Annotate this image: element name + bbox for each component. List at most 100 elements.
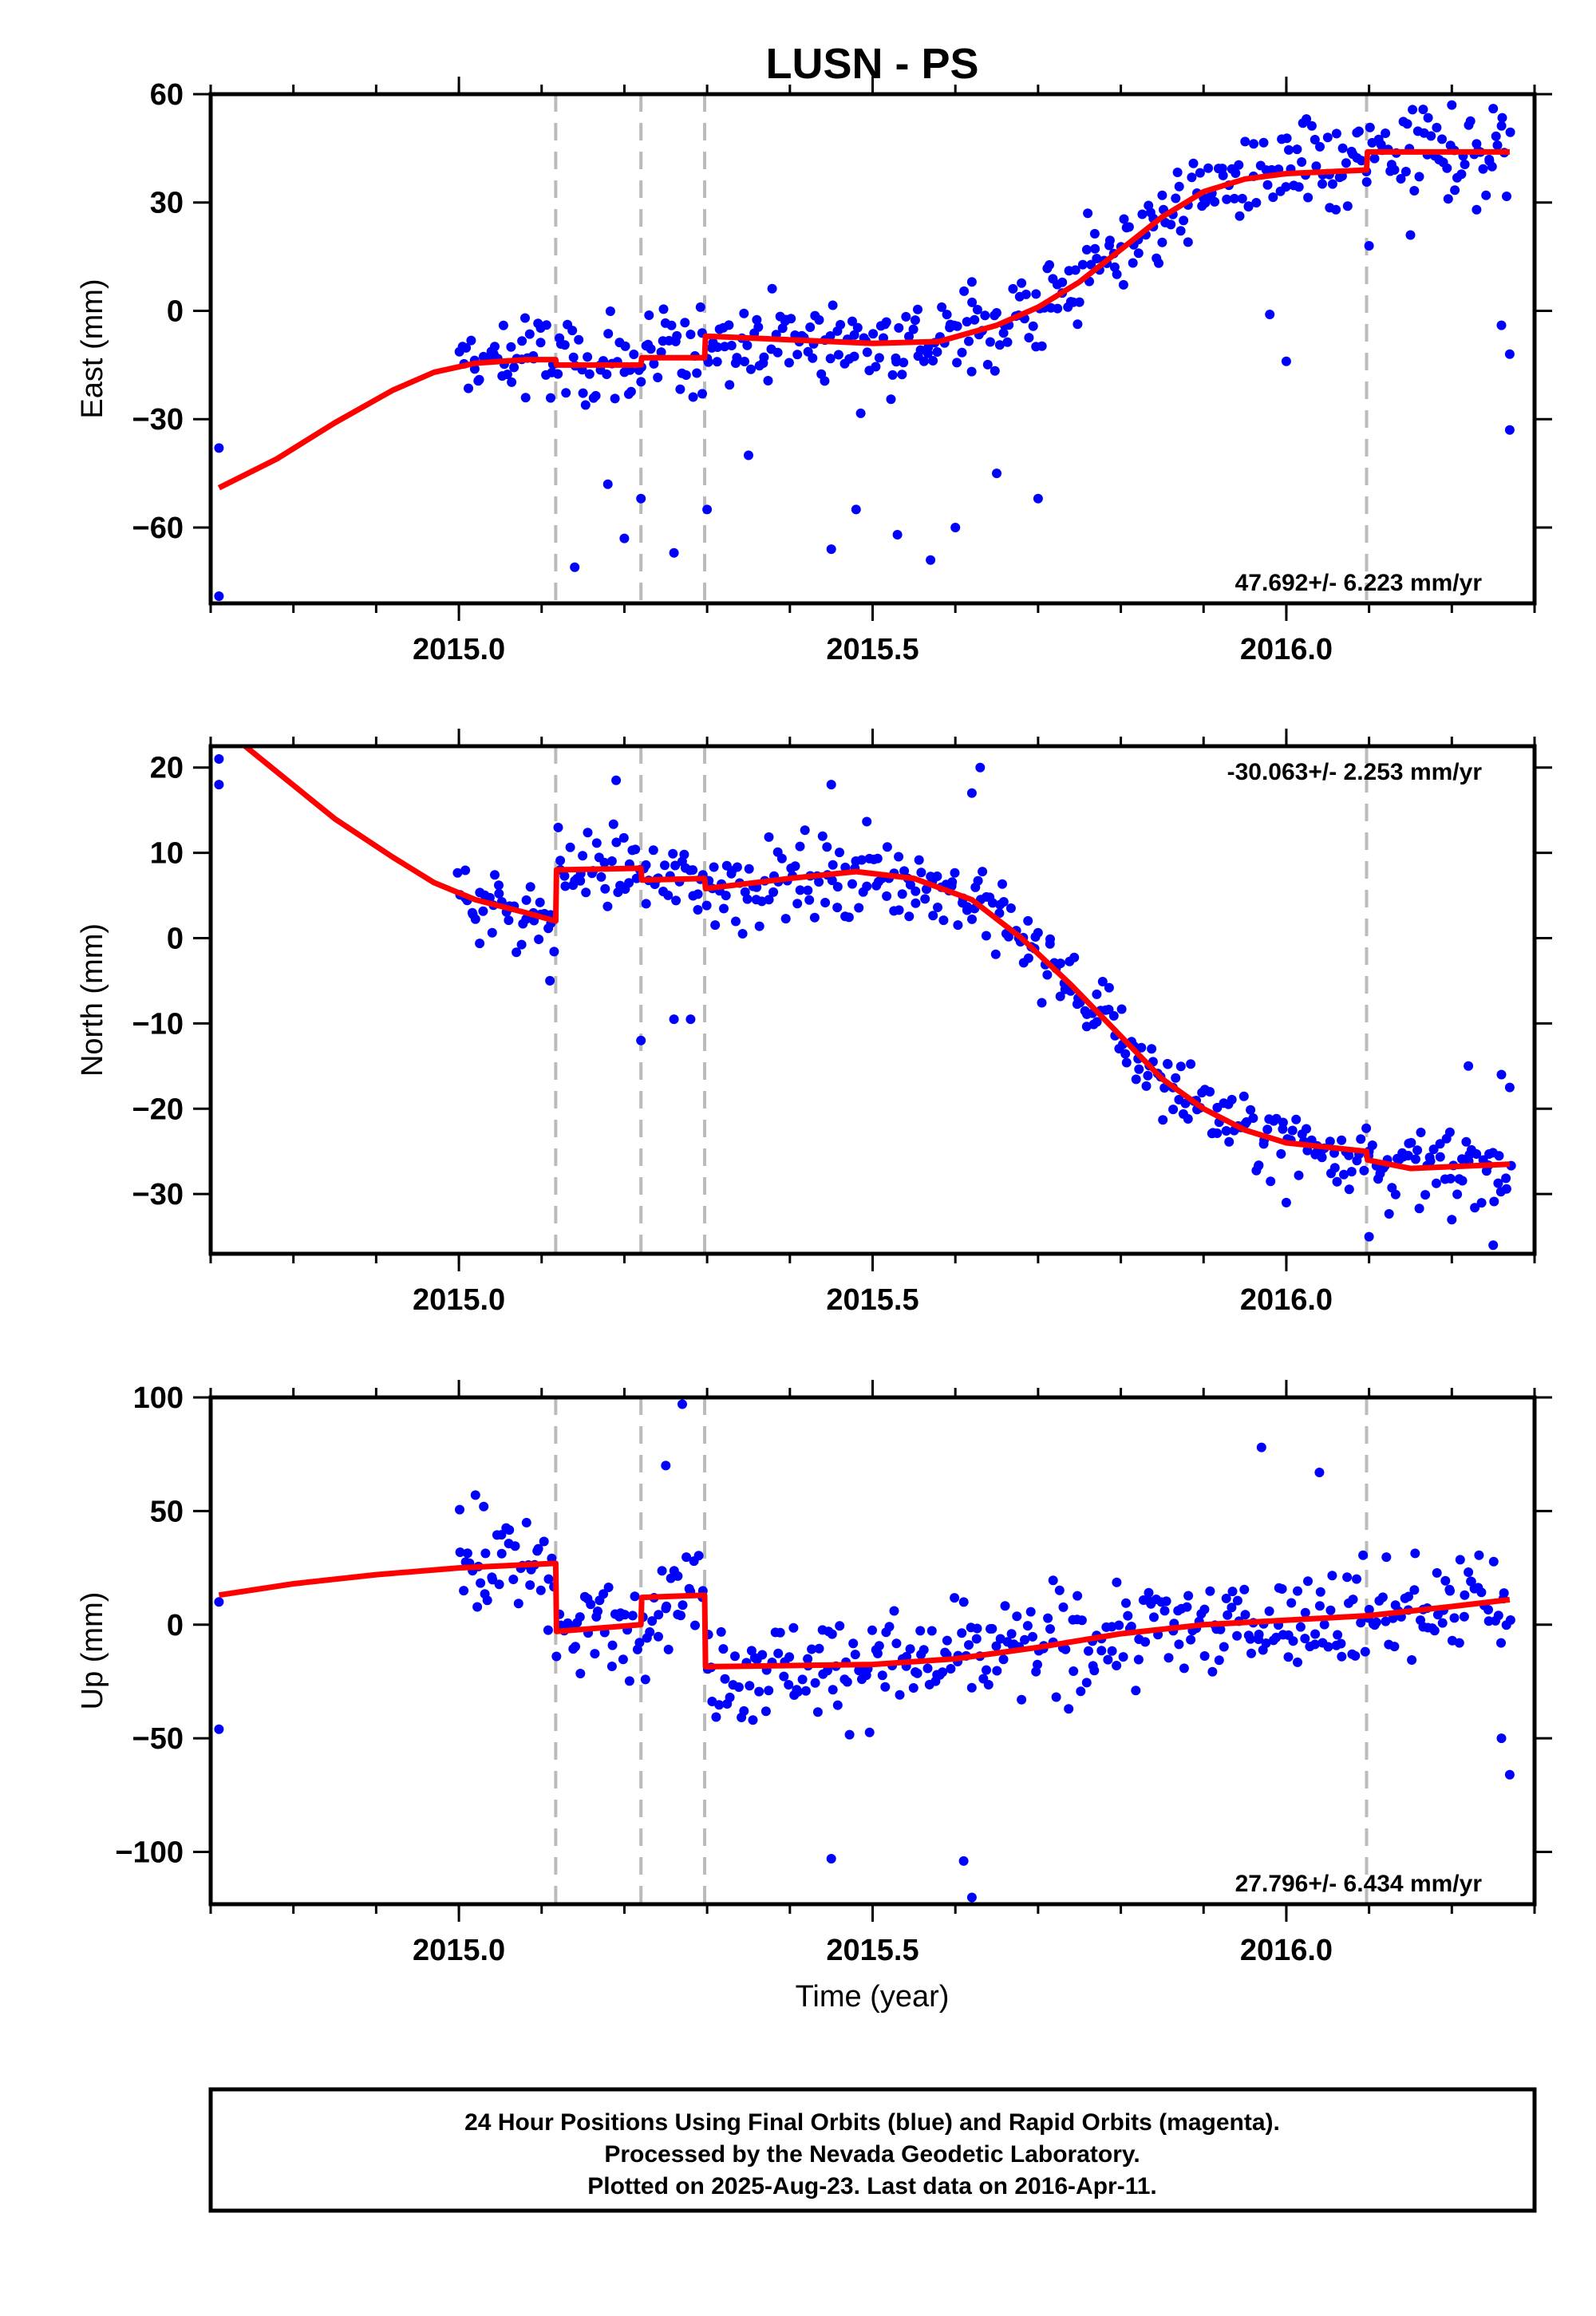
data-point <box>663 1644 674 1654</box>
data-point <box>1344 1150 1354 1160</box>
data-point <box>739 308 749 318</box>
data-point <box>654 1610 664 1620</box>
data-point <box>1234 160 1244 170</box>
data-point <box>1203 163 1214 173</box>
data-point <box>820 898 831 907</box>
data-point <box>851 504 861 515</box>
data-point <box>1281 182 1291 192</box>
data-point <box>675 384 685 394</box>
data-point <box>711 1712 721 1722</box>
data-point <box>1254 1630 1264 1639</box>
data-point <box>1346 1167 1357 1177</box>
data-point <box>1124 222 1134 232</box>
data-point <box>669 1014 679 1025</box>
data-point <box>913 304 922 314</box>
data-point <box>1070 265 1080 275</box>
data-point <box>1179 215 1189 226</box>
data-point <box>828 860 838 870</box>
data-point <box>797 1674 808 1685</box>
data-point <box>1258 137 1269 148</box>
data-point <box>1227 1094 1237 1105</box>
data-point <box>494 888 504 899</box>
data-point <box>862 347 872 358</box>
data-point <box>1051 1692 1061 1702</box>
data-point <box>1157 237 1167 247</box>
data-point <box>1365 122 1375 132</box>
data-point <box>1172 168 1183 177</box>
data-point <box>1264 1606 1274 1616</box>
data-point <box>1361 177 1372 187</box>
data-point <box>827 1629 837 1639</box>
data-point <box>494 1579 504 1590</box>
data-point <box>575 1612 585 1622</box>
data-point <box>565 842 575 852</box>
data-point <box>475 939 485 949</box>
data-point <box>1411 1154 1420 1164</box>
data-point <box>685 330 696 339</box>
data-point <box>832 882 843 892</box>
data-point <box>654 1631 663 1642</box>
data-point <box>647 1616 658 1626</box>
data-point <box>693 889 703 899</box>
data-point <box>730 1651 740 1662</box>
data-point <box>1186 1059 1196 1069</box>
data-point <box>820 376 830 386</box>
data-point <box>524 329 535 339</box>
data-point <box>685 1014 696 1025</box>
data-point <box>872 853 883 864</box>
data-point <box>1171 193 1181 204</box>
data-point <box>957 347 967 358</box>
data-point <box>714 1700 725 1710</box>
data-point <box>742 894 753 904</box>
data-point <box>517 336 527 346</box>
data-point <box>1420 1190 1431 1200</box>
data-point <box>1107 1622 1117 1632</box>
data-point <box>590 1649 600 1659</box>
data-point <box>871 362 881 372</box>
data-point <box>814 1643 824 1654</box>
data-point <box>1337 143 1348 153</box>
data-point <box>1414 172 1424 182</box>
data-point <box>1061 1644 1071 1654</box>
data-point <box>575 875 586 886</box>
data-point <box>894 905 904 915</box>
data-point <box>1108 1010 1119 1021</box>
data-point <box>496 1530 507 1540</box>
data-point <box>688 392 698 402</box>
data-point <box>1489 1196 1499 1207</box>
data-point <box>668 848 678 859</box>
data-point <box>1069 1666 1079 1676</box>
data-point <box>1261 1638 1271 1648</box>
data-point <box>814 877 824 887</box>
data-point <box>1319 1619 1329 1630</box>
data-point <box>480 1548 491 1559</box>
data-point <box>1103 1654 1113 1665</box>
data-point <box>1371 1617 1381 1627</box>
data-point <box>1303 192 1314 203</box>
data-point <box>795 841 805 852</box>
data-point <box>602 479 613 489</box>
model-line <box>218 1560 1511 1670</box>
data-point <box>716 1626 726 1637</box>
data-point <box>1442 163 1452 173</box>
data-point <box>644 310 654 320</box>
data-point <box>1134 1064 1144 1074</box>
data-point <box>1076 1686 1086 1697</box>
data-point <box>952 358 962 368</box>
data-point <box>994 908 1005 919</box>
data-point <box>926 1626 937 1636</box>
data-point <box>1055 991 1065 1002</box>
data-point <box>1123 1611 1133 1621</box>
data-point <box>726 341 737 350</box>
data-point <box>679 849 689 860</box>
data-point <box>551 1651 562 1662</box>
data-point <box>1460 1590 1470 1600</box>
data-point <box>1112 269 1122 279</box>
data-point <box>710 920 721 931</box>
data-point <box>1118 279 1128 290</box>
data-point <box>570 562 580 572</box>
data-point <box>1199 1604 1210 1614</box>
data-point <box>1175 1061 1186 1072</box>
data-point <box>1364 241 1374 251</box>
data-point <box>634 1638 645 1648</box>
